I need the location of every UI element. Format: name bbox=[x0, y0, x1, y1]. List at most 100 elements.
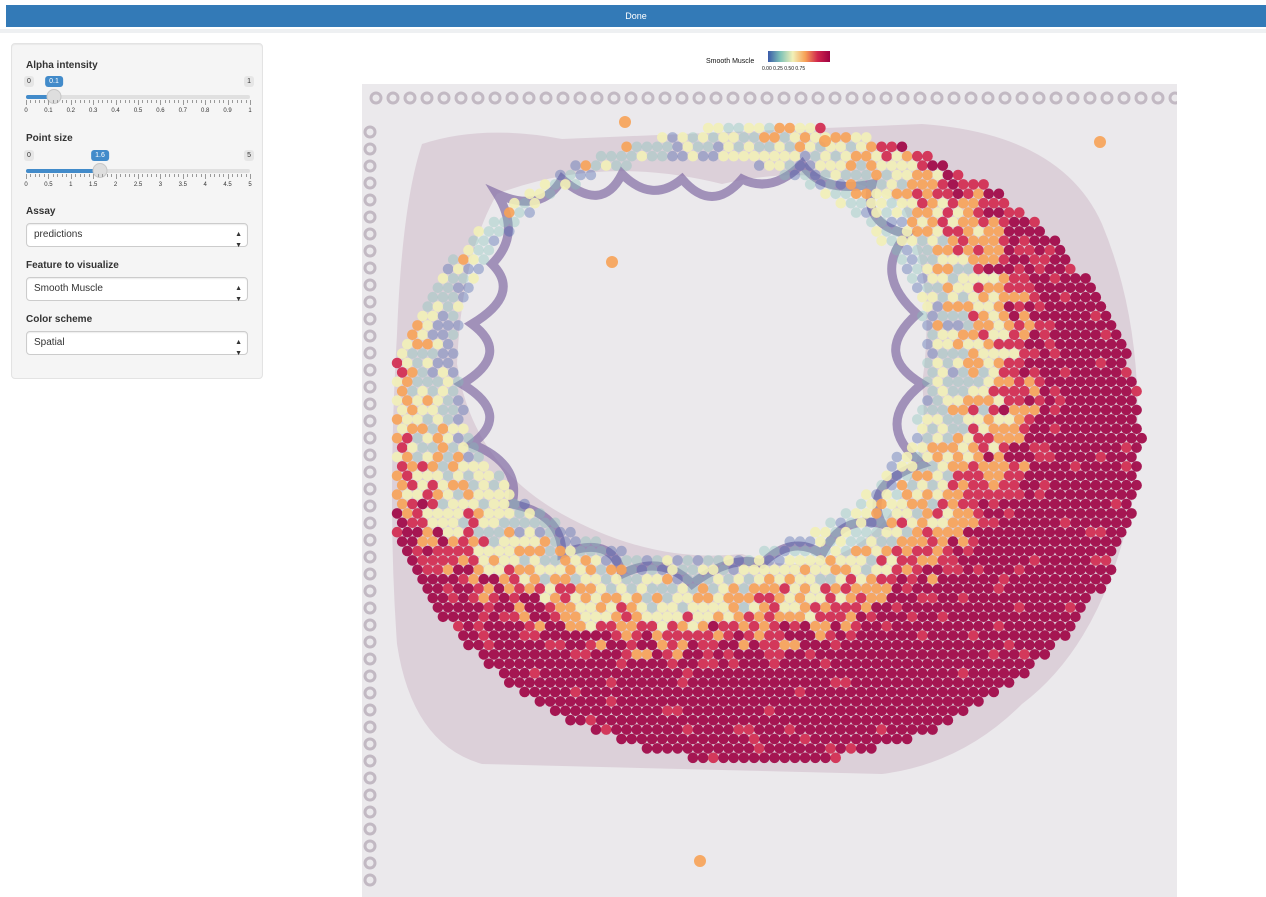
expression-spot bbox=[1065, 414, 1076, 425]
assay-select[interactable]: predictions ▲ ▼ bbox=[26, 223, 248, 249]
expression-spot bbox=[1054, 545, 1066, 557]
expression-spot bbox=[442, 508, 454, 519]
expression-spot bbox=[549, 555, 561, 566]
alpha-track[interactable] bbox=[26, 95, 250, 99]
expression-spot bbox=[952, 639, 964, 651]
expression-spot bbox=[728, 620, 739, 632]
expression-spot bbox=[896, 461, 908, 472]
color-scheme-select[interactable]: Spatial ▲ ▼ bbox=[26, 331, 248, 357]
slider-tick bbox=[97, 100, 99, 103]
expression-spot bbox=[1110, 479, 1122, 491]
expression-spot bbox=[759, 696, 770, 707]
expression-spot bbox=[891, 733, 903, 745]
expression-spot bbox=[549, 573, 561, 585]
expression-spot bbox=[799, 752, 811, 764]
expression-spot bbox=[514, 583, 525, 594]
expression-spot bbox=[733, 122, 745, 134]
expression-spot bbox=[952, 244, 964, 256]
expression-spot bbox=[774, 667, 785, 679]
expression-spot bbox=[1019, 555, 1030, 566]
expression-spot bbox=[453, 301, 464, 312]
expression-spot bbox=[917, 686, 928, 698]
expression-spot bbox=[616, 677, 627, 688]
expression-spot bbox=[743, 141, 755, 153]
expression-spot bbox=[1024, 376, 1035, 388]
expression-spot bbox=[1095, 470, 1107, 482]
expression-spot bbox=[952, 376, 964, 388]
expression-spot bbox=[947, 216, 959, 228]
expression-spot bbox=[1131, 404, 1142, 416]
slider-tick-label: 0.4 bbox=[111, 108, 120, 114]
expression-spot bbox=[947, 705, 959, 717]
expression-spot bbox=[514, 545, 525, 557]
expression-spot bbox=[1054, 602, 1066, 613]
expression-spot bbox=[1029, 291, 1040, 303]
point-size-slider[interactable]: 0 5 1.6 0 0.5 1 1.5 2 2.5 3 3.5 4 4.5 5 bbox=[24, 150, 254, 198]
expression-spot bbox=[917, 517, 928, 529]
expression-spot bbox=[871, 733, 882, 745]
expression-spot bbox=[580, 649, 592, 660]
expression-spot bbox=[646, 602, 658, 613]
point-size-track[interactable] bbox=[26, 169, 250, 173]
expression-spot bbox=[1131, 442, 1142, 453]
expression-spot bbox=[478, 573, 490, 585]
expression-spot bbox=[942, 508, 954, 519]
point-size-handle[interactable] bbox=[92, 163, 108, 178]
expression-spot bbox=[947, 310, 959, 322]
expression-spot bbox=[855, 724, 867, 735]
expression-spot bbox=[993, 508, 1005, 519]
expression-spot bbox=[968, 404, 979, 416]
expression-spot bbox=[830, 602, 841, 613]
expression-spot bbox=[896, 705, 908, 717]
expression-spot bbox=[840, 733, 852, 745]
expression-spot bbox=[616, 564, 627, 576]
slider-tick bbox=[169, 174, 171, 177]
expression-spot bbox=[453, 564, 464, 576]
expression-spot bbox=[840, 677, 852, 688]
expression-spot bbox=[396, 348, 408, 359]
expression-spot bbox=[998, 310, 1010, 322]
expression-spot bbox=[1029, 592, 1040, 604]
expression-spot bbox=[718, 564, 729, 576]
expression-spot bbox=[881, 470, 892, 482]
expression-spot bbox=[417, 423, 428, 435]
expression-spot bbox=[560, 611, 571, 623]
expression-spot bbox=[1075, 526, 1086, 538]
spatial-plot[interactable] bbox=[362, 84, 1177, 897]
expression-spot bbox=[993, 244, 1005, 256]
expression-spot bbox=[804, 573, 816, 585]
expression-spot bbox=[1080, 555, 1091, 566]
expression-spot bbox=[672, 705, 683, 717]
feature-select[interactable]: Smooth Muscle ▲ ▼ bbox=[26, 277, 248, 303]
expression-spot bbox=[1008, 667, 1020, 679]
expression-spot bbox=[427, 367, 439, 378]
expression-spot bbox=[718, 132, 729, 143]
expression-spot bbox=[611, 611, 622, 623]
expression-spot bbox=[585, 564, 597, 576]
expression-spot bbox=[942, 714, 954, 726]
expression-spot bbox=[504, 620, 515, 632]
expression-spot bbox=[468, 592, 479, 604]
done-button[interactable]: Done bbox=[6, 5, 1266, 27]
expression-spot bbox=[932, 489, 943, 500]
expression-spot bbox=[606, 714, 617, 726]
expression-spot bbox=[422, 470, 433, 482]
expression-spot bbox=[412, 320, 423, 331]
expression-spot bbox=[1044, 282, 1056, 294]
expression-spot bbox=[1044, 395, 1056, 406]
feature-select-value: Smooth Muscle bbox=[34, 283, 103, 294]
expression-spot bbox=[447, 573, 459, 585]
expression-spot bbox=[1094, 136, 1106, 148]
expression-spot bbox=[702, 573, 714, 585]
expression-spot bbox=[835, 592, 847, 604]
expression-spot bbox=[738, 752, 750, 764]
expression-spot bbox=[1003, 526, 1015, 538]
expression-spot bbox=[815, 667, 826, 679]
alpha-slider[interactable]: 0 1 0.1 0 0.1 0.2 0.3 0.4 0.5 0.6 0.7 0.8 0.9 1 bbox=[24, 76, 254, 124]
expression-spot bbox=[677, 677, 688, 688]
expression-spot bbox=[1085, 508, 1096, 519]
expression-spot bbox=[866, 179, 877, 190]
expression-spot bbox=[810, 733, 821, 745]
expression-spot bbox=[978, 291, 989, 303]
expression-spot bbox=[667, 150, 678, 162]
